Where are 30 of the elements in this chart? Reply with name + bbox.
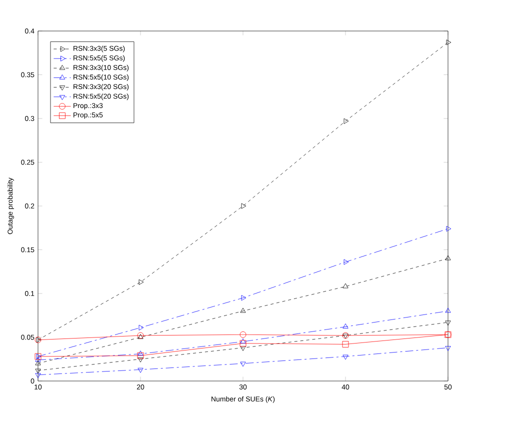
point <box>35 368 41 374</box>
point <box>445 308 451 313</box>
point <box>35 360 41 366</box>
point <box>342 283 348 288</box>
point <box>35 356 41 362</box>
point <box>240 362 246 367</box>
point <box>445 320 451 326</box>
point <box>342 341 349 348</box>
point <box>138 350 144 356</box>
point <box>344 259 349 265</box>
point <box>240 308 246 313</box>
point <box>240 338 246 344</box>
point <box>240 331 246 338</box>
point <box>342 324 348 328</box>
point <box>138 279 144 285</box>
point <box>241 203 246 209</box>
point <box>138 357 144 362</box>
point <box>445 255 451 260</box>
point <box>446 40 452 46</box>
point <box>137 352 144 359</box>
point <box>240 340 246 347</box>
point <box>138 368 144 373</box>
point <box>35 373 41 378</box>
point <box>240 346 246 351</box>
point <box>344 118 349 124</box>
point <box>138 324 144 330</box>
point <box>342 354 348 360</box>
point <box>446 226 452 232</box>
point <box>445 346 451 351</box>
point <box>241 295 246 301</box>
